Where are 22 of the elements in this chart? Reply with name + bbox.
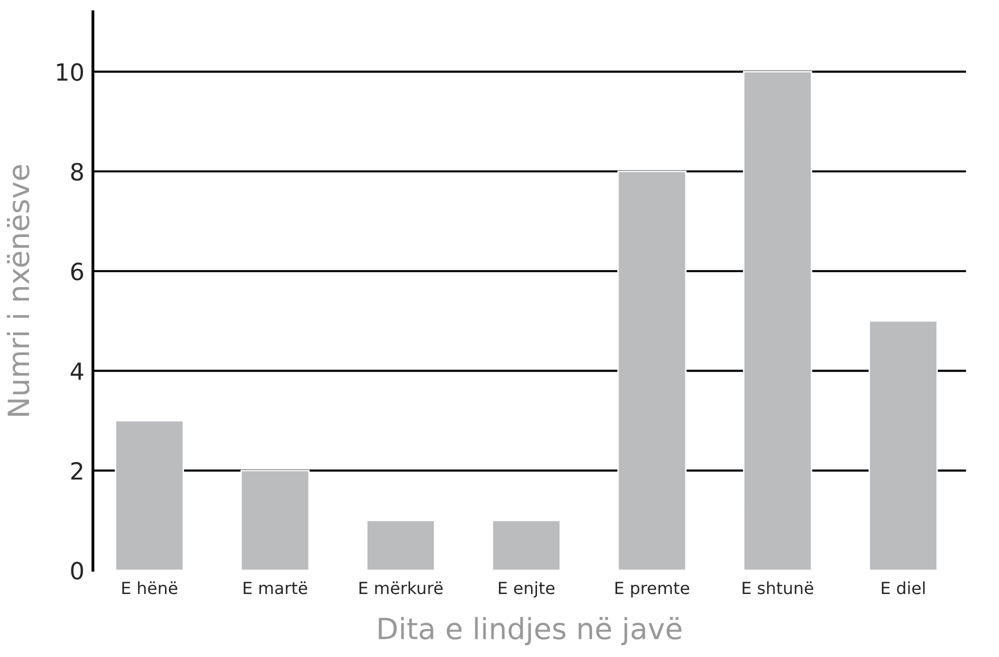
x-tick-label: E diel: [882, 581, 925, 594]
bar: [114, 420, 184, 570]
y-tick-label: 2: [71, 462, 82, 480]
x-tick-label: E shtunë: [742, 581, 814, 594]
bar: [742, 70, 812, 570]
y-tick-label: 8: [71, 162, 83, 181]
x-tick-label: E mërkurë: [360, 581, 443, 594]
bar: [492, 520, 561, 570]
x-tick-label: E hënë: [122, 581, 178, 594]
y-tick-label: 6: [71, 262, 84, 280]
x-tick-label: E martë: [244, 581, 308, 594]
bar: [617, 170, 687, 570]
x-tick-label: E premte: [616, 582, 690, 598]
x-tick-label: E enjte: [498, 581, 554, 598]
y-tick-label: 4: [70, 362, 84, 380]
x-axis-title: Dita e lindjes në javë: [378, 616, 682, 646]
y-axis-title: Numri i nxënësve: [6, 165, 30, 416]
bar: [366, 520, 436, 570]
y-tick-label: 0: [71, 562, 84, 580]
bar: [868, 320, 938, 570]
y-tick-label: 10: [57, 63, 84, 81]
bar: [240, 470, 310, 570]
